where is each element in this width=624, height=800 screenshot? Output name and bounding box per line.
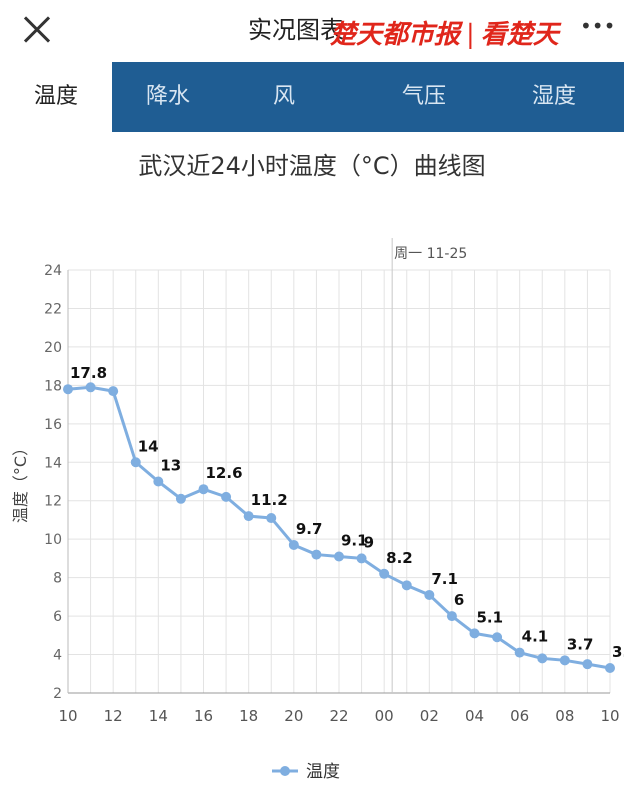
page-title: 实况图表 [248,16,344,44]
y-tick-label: 22 [44,301,62,317]
legend-label: 温度 [306,762,340,782]
y-tick-label: 4 [53,648,62,664]
temperature-point [514,647,525,658]
watermark-logo: 楚天都市报 | 看楚天 [330,20,559,50]
temperature-point [424,589,435,600]
temperature-point [266,513,277,524]
tab-wind[interactable]: 风 [272,84,295,109]
temperature-point [175,493,186,504]
temperature-point [379,568,390,579]
data-label: 9 [364,533,374,551]
tab-bar: 温度 降水 风 气压 湿度 [0,62,624,132]
temperature-point [63,384,73,395]
temperature-point [582,659,593,670]
y-tick-label: 16 [44,417,62,433]
x-tick-label: 18 [239,707,258,725]
temperature-point [153,476,164,487]
data-label: 3.3 [612,643,624,661]
data-label: 8.2 [386,549,413,567]
tab-humidity[interactable]: 湿度 [531,84,576,109]
tab-precipitation[interactable]: 降水 [145,84,190,109]
day-marker-label: 周一 11-25 [394,246,467,262]
watermark-left: 楚天都市报 [330,20,461,50]
y-tick-label: 2 [53,686,62,702]
temperature-point [198,484,209,495]
temperature-point [537,653,548,664]
temperature-point [221,491,232,502]
x-tick-label: 10 [600,707,619,725]
y-tick-label: 12 [44,494,62,510]
x-tick-label: 22 [329,707,348,725]
temperature-point [243,511,254,522]
y-tick-label: 8 [53,571,62,587]
temperature-point [492,632,503,643]
data-label: 17.8 [70,364,107,382]
y-tick-label: 10 [44,532,62,548]
y-tick-label: 20 [44,340,62,356]
temperature-point [356,553,367,564]
x-tick-label: 14 [149,707,168,725]
temperature-point [85,382,96,393]
data-label: 7.1 [431,570,458,588]
y-tick-label: 24 [44,263,62,279]
temperature-point [130,457,141,468]
y-tick-label: 18 [44,378,62,394]
data-label: 13 [160,457,181,475]
data-label: 14 [138,437,159,455]
x-tick-label: 12 [104,707,123,725]
watermark-right: 看楚天 [480,20,559,50]
data-label: 11.2 [251,491,288,509]
y-tick-label: 6 [53,609,62,625]
y-tick-label: 14 [44,455,62,471]
data-label: 9.7 [296,520,323,538]
data-label: 9.1 [341,531,368,549]
temperature-point [559,655,570,666]
x-tick-label: 00 [375,707,394,725]
top-bar: 实况图表 楚天都市报 | 看楚天 ••• [0,0,624,62]
legend-marker [280,766,290,776]
data-label: 4.1 [522,628,549,646]
x-tick-label: 08 [555,707,574,725]
data-label: 5.1 [477,608,504,626]
x-tick-label: 16 [194,707,213,725]
temperature-point [446,611,457,622]
data-label: 3.7 [567,635,594,653]
data-label: 6 [454,591,464,609]
x-tick-label: 20 [284,707,303,725]
close-icon[interactable] [16,8,60,52]
temperature-point [334,551,344,562]
x-tick-label: 04 [465,707,484,725]
temperature-point [311,549,322,560]
tab-pressure[interactable]: 气压 [401,84,446,109]
x-tick-label: 10 [58,707,77,725]
temperature-point [108,386,119,397]
x-tick-label: 06 [510,707,529,725]
more-menu-icon[interactable]: ••• [580,14,616,38]
x-tick-label: 02 [420,707,439,725]
data-label: 12.6 [206,464,243,482]
chart-title: 武汉近24小时温度（°C）曲线图 [138,152,486,180]
temperature-point [605,663,615,674]
tab-temperature[interactable]: 温度 [0,62,112,132]
y-axis-label: 温度（°C） [11,440,30,523]
temperature-point [401,580,412,591]
temperature-point [288,539,299,550]
temperature-point [469,628,480,639]
